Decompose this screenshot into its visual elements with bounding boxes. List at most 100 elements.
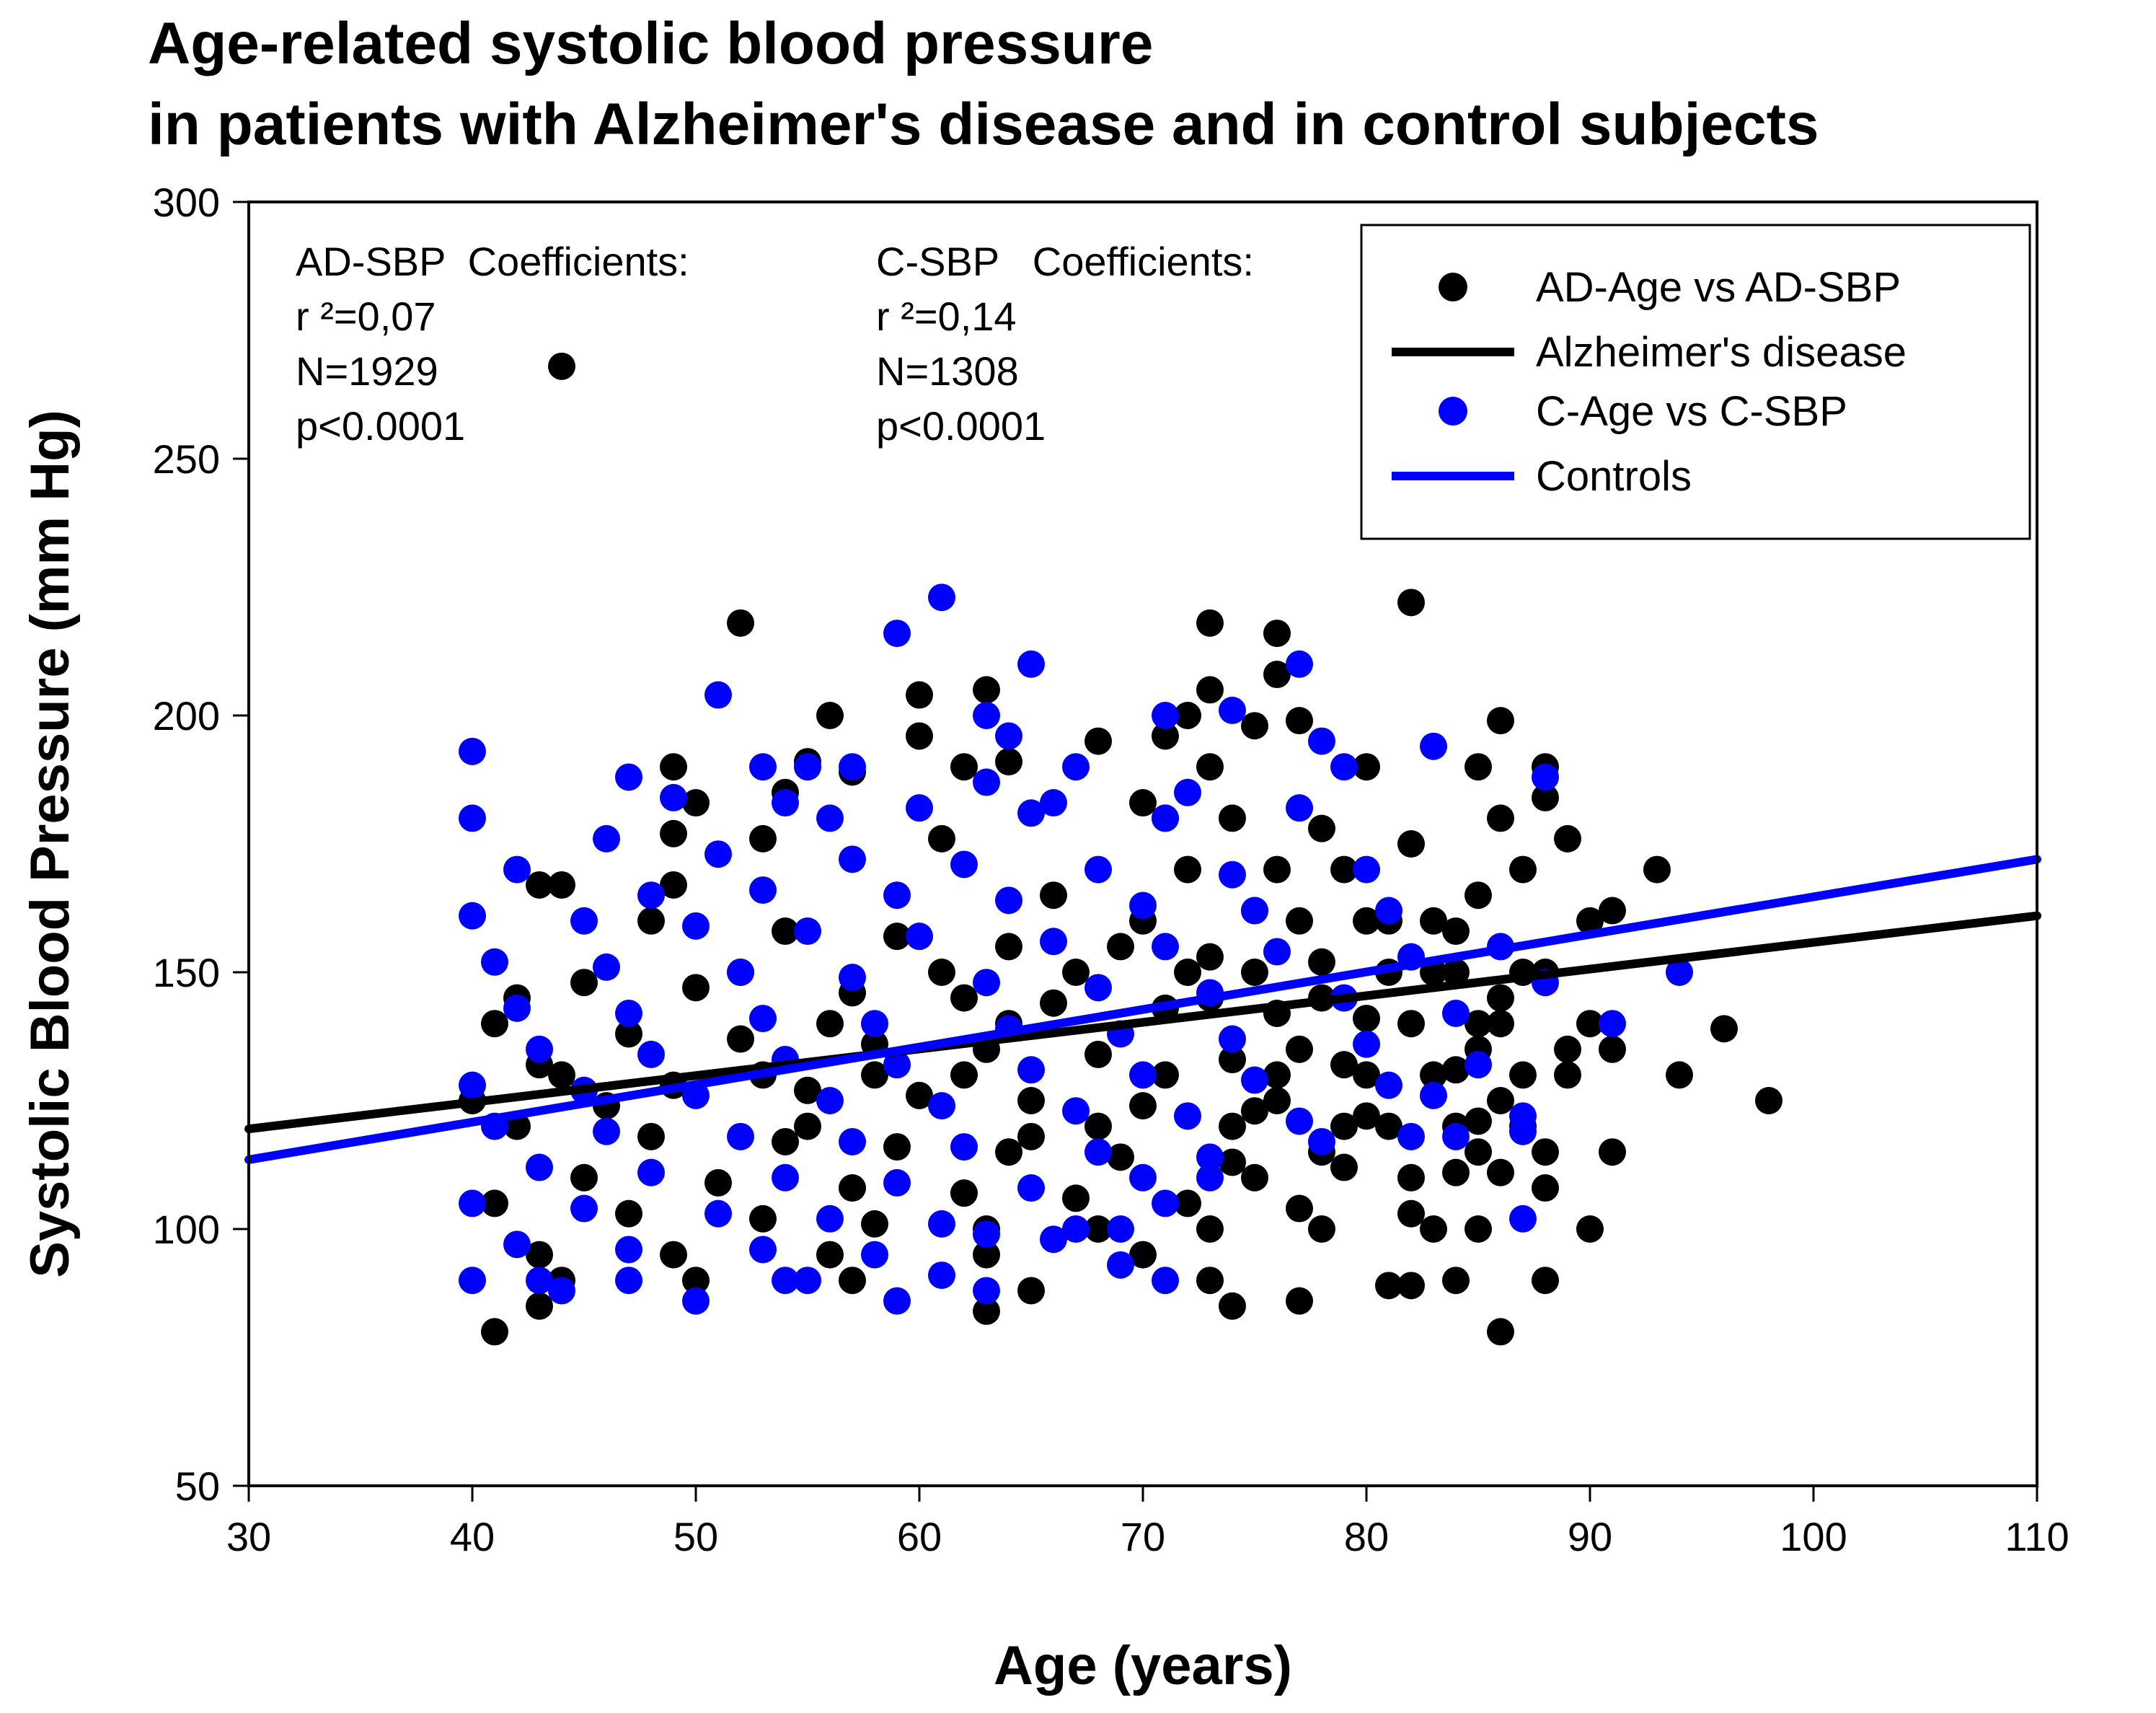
ad-data-point xyxy=(526,1292,553,1320)
ad-data-point xyxy=(570,969,598,997)
ad-data-point xyxy=(1129,789,1157,817)
ad-data-point xyxy=(950,753,978,781)
control-data-point xyxy=(704,681,732,709)
x-tick-label: 90 xyxy=(1568,1514,1612,1559)
ad-data-point xyxy=(1532,1174,1559,1202)
ad-data-point xyxy=(1464,1010,1492,1038)
ad-data-point xyxy=(973,1241,1000,1269)
ad-data-point xyxy=(1196,1215,1224,1243)
x-tick-label: 80 xyxy=(1344,1514,1389,1559)
control-data-point xyxy=(861,1010,888,1038)
ad-data-point xyxy=(1308,814,1335,842)
ad-data-point xyxy=(1308,948,1335,976)
control-data-point xyxy=(1129,1061,1157,1089)
ad-data-point xyxy=(1487,804,1514,832)
legend-ad-marker xyxy=(1439,273,1467,301)
ad-data-point xyxy=(660,1241,687,1269)
ad-data-point xyxy=(1062,1184,1090,1212)
ad-data-point xyxy=(995,1138,1022,1166)
control-data-point xyxy=(593,953,620,981)
ad-data-point xyxy=(772,917,799,946)
ad-data-point xyxy=(1286,707,1313,735)
ad-data-point xyxy=(906,722,933,750)
ad-data-point xyxy=(1286,907,1313,935)
control-data-point xyxy=(973,702,1000,729)
ad-data-point xyxy=(1353,753,1380,781)
ad-data-point xyxy=(1554,1035,1581,1063)
control-data-point xyxy=(749,1236,777,1264)
ad-data-point xyxy=(1174,855,1201,884)
ad-coefficients-title: AD-SBP Coefficients: xyxy=(296,239,689,284)
x-tick-label: 60 xyxy=(897,1514,942,1559)
ad-data-point xyxy=(1464,1215,1492,1243)
ad-data-point xyxy=(1420,907,1447,935)
control-data-point xyxy=(1084,974,1112,1002)
ad-data-point xyxy=(1397,830,1425,858)
legend-control-scatter-label: C-Age vs C-SBP xyxy=(1536,388,1847,435)
ad-data-point xyxy=(1353,1102,1380,1130)
ad-data-point xyxy=(1196,753,1224,781)
x-tick-label: 70 xyxy=(1121,1514,1165,1559)
control-data-point xyxy=(682,1287,710,1315)
control-data-point xyxy=(1219,1025,1246,1053)
ad-data-point xyxy=(1464,1107,1492,1135)
ad-data-point xyxy=(1196,609,1224,637)
ad-data-point xyxy=(794,1112,821,1140)
ad-data-point xyxy=(1084,1112,1112,1140)
ad-data-point xyxy=(1532,783,1559,811)
control-data-point xyxy=(1464,1051,1492,1079)
y-tick-label: 150 xyxy=(153,950,220,995)
ad-data-point xyxy=(526,1241,553,1269)
control-data-point xyxy=(459,804,486,832)
control-data-point xyxy=(1040,1225,1067,1254)
control-data-point xyxy=(928,1261,955,1290)
ad-data-point xyxy=(1263,620,1291,648)
x-tick-label: 110 xyxy=(2005,1514,2069,1559)
ad-data-point xyxy=(1308,1215,1335,1243)
ad-data-point xyxy=(1353,1005,1380,1033)
ad-data-point xyxy=(1755,1087,1782,1114)
regression-lines xyxy=(244,855,2041,1164)
ad-data-point xyxy=(1330,1051,1358,1079)
ad-data-point xyxy=(1464,1138,1492,1166)
control-data-point xyxy=(950,850,978,878)
ad-data-point xyxy=(1241,1163,1268,1192)
control-coefficients-title: C-SBP Coefficients: xyxy=(876,239,1254,284)
ad-data-point xyxy=(1017,1087,1045,1114)
control-regression-line xyxy=(244,855,2041,1164)
control-data-point xyxy=(637,1040,665,1068)
ad-data-point xyxy=(1420,1061,1447,1089)
ad-data-point xyxy=(1152,1061,1179,1089)
control-data-point xyxy=(1152,804,1179,832)
ad-data-point xyxy=(1174,1189,1201,1217)
control-data-point xyxy=(503,994,531,1022)
control-data-point xyxy=(1375,1071,1402,1099)
ad-data-point xyxy=(1062,959,1090,986)
control-data-point xyxy=(1375,897,1402,925)
control-data-point xyxy=(816,804,844,832)
ad-data-point xyxy=(637,907,665,935)
control-data-point xyxy=(928,584,955,612)
ad-data-point xyxy=(637,1122,665,1150)
ad-data-point xyxy=(1353,907,1380,935)
ad-data-point xyxy=(1219,1112,1246,1140)
control-data-point xyxy=(459,1189,486,1217)
ad-data-point xyxy=(1040,881,1067,910)
control-data-point xyxy=(1062,1215,1090,1243)
ad-data-point xyxy=(1509,1061,1537,1089)
ad-data-point xyxy=(1219,1046,1246,1074)
control-data-point xyxy=(1599,1010,1626,1038)
ad-data-point xyxy=(928,959,955,986)
control-p-value: p<0.0001 xyxy=(876,403,1046,449)
control-data-point xyxy=(1084,855,1112,884)
ad-data-point xyxy=(1375,1112,1402,1140)
ad-data-point xyxy=(1241,959,1268,986)
ad-data-point xyxy=(1017,1277,1045,1305)
x-tick-label: 30 xyxy=(226,1514,271,1559)
ad-data-point xyxy=(682,1267,710,1295)
ad-coefficients-annotation: AD-SBP Coefficients: r ²=0,07 N=1929 p<0… xyxy=(296,239,689,449)
ad-data-point xyxy=(1397,589,1425,617)
control-data-point xyxy=(1442,1122,1470,1150)
control-data-point xyxy=(1084,1138,1112,1166)
ad-data-point xyxy=(1442,959,1470,986)
